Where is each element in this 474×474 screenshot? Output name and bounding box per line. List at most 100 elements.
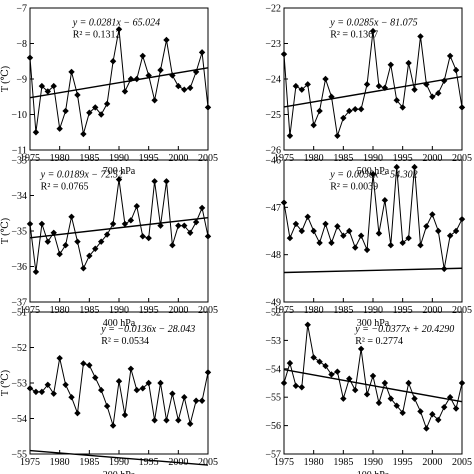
- data-point: [298, 227, 305, 235]
- trend-line: [29, 217, 209, 239]
- data-point: [38, 220, 46, 228]
- data-point: [145, 72, 152, 79]
- x-tick-label: 1995: [139, 457, 159, 468]
- data-point: [127, 365, 135, 372]
- data-point: [74, 91, 81, 99]
- x-tick-label: 1980: [50, 457, 70, 468]
- r-squared-label: R² = 0.1367: [330, 29, 378, 40]
- pressure-level-label: 700 hPa: [103, 166, 136, 177]
- data-point: [322, 362, 329, 370]
- x-tick-label: 2005: [452, 305, 472, 316]
- y-tick-label: −23: [265, 39, 281, 50]
- data-point: [157, 379, 164, 387]
- x-tick-label: 1980: [50, 305, 70, 316]
- series-line: [29, 29, 209, 135]
- series-line: [283, 31, 463, 136]
- x-tick-label: 1985: [79, 153, 99, 164]
- trend-line: [29, 449, 209, 466]
- data-point: [98, 111, 105, 118]
- data-point: [56, 354, 63, 362]
- data-point: [334, 368, 341, 375]
- data-point: [340, 114, 347, 122]
- pressure-level-label: 100 hPa: [357, 470, 390, 474]
- x-tick-label: 1980: [304, 457, 324, 468]
- data-point: [115, 26, 123, 33]
- x-tick-label: 1985: [333, 457, 353, 468]
- data-point: [435, 227, 442, 235]
- data-point: [458, 104, 466, 111]
- data-point: [163, 36, 170, 44]
- x-tick-label: 1990: [363, 305, 383, 316]
- data-point: [74, 409, 81, 417]
- data-point: [56, 125, 63, 132]
- data-point: [92, 374, 99, 381]
- data-point: [86, 362, 93, 369]
- x-tick-label: 1980: [304, 153, 324, 164]
- data-point: [357, 345, 365, 353]
- data-point: [363, 246, 371, 254]
- data-point: [387, 61, 394, 68]
- data-point: [340, 395, 347, 402]
- data-point: [357, 232, 365, 239]
- data-point: [322, 75, 329, 83]
- data-point: [435, 416, 442, 424]
- chart-panel-200-hpa: −55−54−53−52−511975198019851990199520002…: [0, 308, 218, 474]
- data-point: [286, 359, 294, 367]
- data-point: [169, 242, 176, 249]
- y-tick-label: −34: [11, 191, 27, 202]
- x-tick-label: 1995: [139, 153, 159, 164]
- y-tick-label: −53: [265, 336, 281, 347]
- regression-equation: y = 0.0030x − 54.302: [329, 169, 417, 180]
- data-point: [352, 386, 359, 394]
- data-point: [423, 223, 430, 230]
- data-point: [316, 107, 323, 115]
- data-point: [109, 58, 117, 65]
- trend-line: [283, 75, 463, 108]
- x-tick-label: 1975: [20, 153, 40, 164]
- chart-panel-700-hpa: −11 −10 −9 −8 −7 1975 1980 1985 1990 1995 2000 2005…: [0, 4, 218, 178]
- data-point: [109, 422, 117, 429]
- trend-line: [29, 67, 209, 99]
- x-tick-label: 2005: [452, 153, 472, 164]
- data-point: [151, 417, 158, 424]
- data-point: [357, 105, 365, 113]
- x-tick-label: 2005: [198, 153, 218, 164]
- data-point: [151, 178, 158, 185]
- data-point: [175, 417, 182, 424]
- data-point: [192, 218, 200, 226]
- r-squared-label: R² = 0.0534: [101, 336, 149, 347]
- x-tick-label: 1985: [79, 457, 99, 468]
- y-tick-label: −35: [11, 227, 27, 238]
- data-point: [145, 379, 152, 387]
- data-point: [204, 104, 212, 111]
- data-point: [417, 242, 424, 249]
- data-point: [452, 66, 460, 74]
- data-point: [181, 86, 188, 93]
- x-tick-label: 1975: [274, 305, 294, 316]
- pressure-level-label: 200 hPa: [103, 470, 136, 474]
- data-point: [80, 265, 87, 272]
- y-tick-label: −37: [11, 298, 27, 309]
- data-point: [44, 238, 51, 245]
- data-point: [103, 231, 111, 238]
- y-tick-label: −22: [265, 4, 281, 15]
- data-point: [346, 227, 353, 235]
- data-point: [74, 238, 81, 245]
- x-tick-label: 2000: [168, 305, 188, 316]
- x-tick-label: 2005: [198, 457, 218, 468]
- pressure-level-label: 300 hPa: [357, 318, 390, 329]
- data-point: [38, 82, 46, 90]
- trend-line: [283, 368, 463, 403]
- data-point: [121, 220, 129, 228]
- data-point: [375, 399, 383, 407]
- data-point: [280, 379, 288, 387]
- data-point: [32, 388, 40, 396]
- data-point: [417, 33, 424, 40]
- data-point: [399, 239, 406, 247]
- data-point: [169, 390, 176, 397]
- data-point: [441, 77, 448, 84]
- data-point: [181, 222, 188, 229]
- y-tick-label: −56: [265, 421, 281, 432]
- data-point: [334, 223, 341, 230]
